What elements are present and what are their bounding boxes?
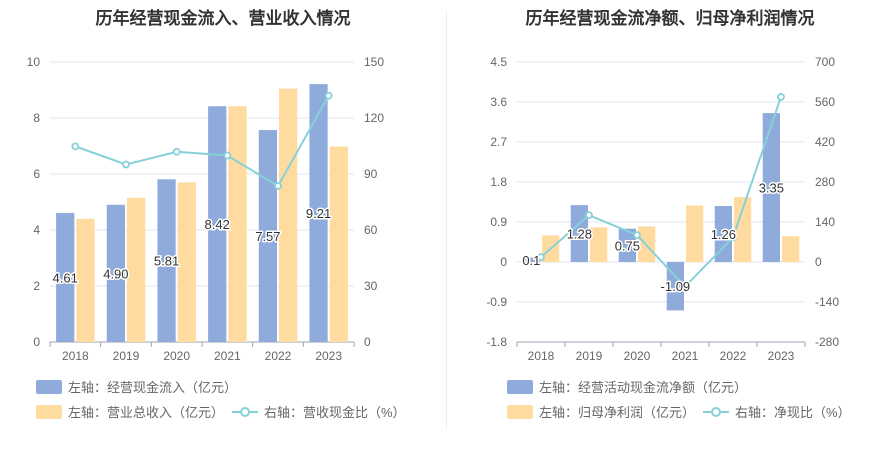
bar-primary xyxy=(157,179,176,342)
y2-tick-label: 120 xyxy=(364,111,384,125)
bar-secondary xyxy=(686,205,704,262)
y-tick-label: 2.7 xyxy=(490,135,507,149)
left-chart-panel: 历年经营现金流入、营业收入情况 0 2 4 6 8 10 0 30 60 90 120 150 2018… xyxy=(0,0,446,430)
y2-tick-label: 560 xyxy=(815,95,835,109)
x-tick-label: 2023 xyxy=(315,349,342,363)
ratio-point xyxy=(729,233,737,242)
bar-secondary xyxy=(782,236,800,262)
ratio-point xyxy=(324,91,333,100)
ratio-point xyxy=(71,142,80,151)
bar-secondary xyxy=(228,106,247,343)
ratio-point xyxy=(122,160,130,169)
bar-data-label: -1.09 xyxy=(661,279,691,294)
left-chart-plot: 0 2 4 6 8 10 0 30 60 90 120 150 2018 2019 2020 2021 2022… xyxy=(27,55,385,363)
right-chart-panel: 历年经营现金流净额、归母净利润情况 -1.8 -0.9 0 0.9 1.8 2.7 3.6 4… xyxy=(447,0,893,430)
ratio-point xyxy=(633,231,641,240)
bar-primary xyxy=(309,84,328,343)
bar-data-label: 7.57 xyxy=(255,229,280,244)
panel-divider xyxy=(446,10,447,430)
y-tick-label: 2 xyxy=(33,279,40,293)
x-tick-label: 2019 xyxy=(113,349,140,363)
bar-primary xyxy=(522,257,540,262)
x-tick-label: 2023 xyxy=(768,349,795,363)
ratio-point xyxy=(223,151,232,160)
bar-data-label: 5.81 xyxy=(154,254,179,269)
y-tick-label: 1.8 xyxy=(490,175,507,189)
x-tick-label: 2018 xyxy=(528,349,555,363)
bar-data-label: 4.61 xyxy=(53,270,78,285)
left-chart-title: 历年经营现金流入、营业收入情况 xyxy=(95,9,351,28)
y2-tick-label: 90 xyxy=(364,167,378,181)
bar-data-label: 1.28 xyxy=(567,227,592,242)
bar-data-label: 0.75 xyxy=(615,238,640,253)
bar-secondary xyxy=(127,197,146,342)
bar-secondary xyxy=(76,218,95,342)
y2-tick-label: 280 xyxy=(815,175,835,189)
ratio-point xyxy=(537,253,545,262)
x-tick-label: 2018 xyxy=(62,349,89,363)
y-tick-label: 0 xyxy=(500,255,507,269)
x-tick-label: 2022 xyxy=(720,349,747,363)
y2-tick-label: 0 xyxy=(364,335,371,349)
ratio-line xyxy=(540,96,782,289)
y2-tick-label: -140 xyxy=(815,295,839,309)
x-tick-label: 2022 xyxy=(265,349,292,363)
y2-tick-label: 700 xyxy=(815,55,835,69)
bar-data-label: 9.21 xyxy=(306,206,331,221)
right-chart-plot: -1.8 -0.9 0 0.9 1.8 2.7 3.6 4.5 -280 -140 0 140 280 4… xyxy=(486,55,839,363)
right-chart-title: 历年经营现金流净额、归母净利润情况 xyxy=(525,9,815,28)
bar-data-label: 3.35 xyxy=(759,181,784,196)
bar-primary xyxy=(666,262,684,311)
x-tick-label: 2020 xyxy=(163,349,190,363)
y-tick-label: -0.9 xyxy=(486,295,507,309)
bar-secondary xyxy=(590,227,608,262)
x-tick-label: 2020 xyxy=(624,349,651,363)
y2-tick-label: 140 xyxy=(815,215,835,229)
x-tick-label: 2021 xyxy=(214,349,241,363)
bar-primary xyxy=(762,113,780,262)
y2-tick-label: -280 xyxy=(815,335,839,349)
ratio-point xyxy=(274,182,282,190)
bar-primary xyxy=(618,228,636,262)
bar-primary xyxy=(56,212,75,342)
y-tick-label: -1.8 xyxy=(486,335,507,349)
bar-secondary xyxy=(279,88,298,342)
ratio-point xyxy=(681,282,689,291)
bar-data-label: 1.26 xyxy=(711,227,736,242)
bar-data-label: 8.42 xyxy=(205,217,230,232)
y2-tick-label: 0 xyxy=(815,255,822,269)
bar-secondary xyxy=(734,197,752,262)
y-tick-label: 3.6 xyxy=(490,95,507,109)
ratio-point xyxy=(777,92,785,101)
y-tick-label: 0 xyxy=(33,335,40,349)
y-tick-label: 8 xyxy=(33,111,40,125)
bar-data-label: 0.1 xyxy=(522,253,540,268)
y2-tick-label: 30 xyxy=(364,279,378,293)
ratio-line xyxy=(74,95,330,188)
bar-secondary xyxy=(329,146,348,342)
bar-data-label: 4.90 xyxy=(103,266,128,281)
bar-primary xyxy=(106,204,125,342)
y2-tick-label: 60 xyxy=(364,223,378,237)
y-tick-label: 6 xyxy=(33,167,40,181)
ratio-point xyxy=(585,211,593,220)
x-tick-label: 2019 xyxy=(576,349,603,363)
x-tick-label: 2021 xyxy=(672,349,699,363)
y2-tick-label: 420 xyxy=(815,135,835,149)
y2-tick-label: 150 xyxy=(364,55,384,69)
y-tick-label: 0.9 xyxy=(490,215,507,229)
y-tick-label: 10 xyxy=(27,55,41,69)
y-tick-label: 4 xyxy=(33,223,40,237)
ratio-point xyxy=(172,147,181,156)
y-tick-label: 4.5 xyxy=(490,55,507,69)
bar-primary xyxy=(714,206,732,262)
bar-primary xyxy=(208,106,227,343)
bar-secondary xyxy=(177,182,196,342)
